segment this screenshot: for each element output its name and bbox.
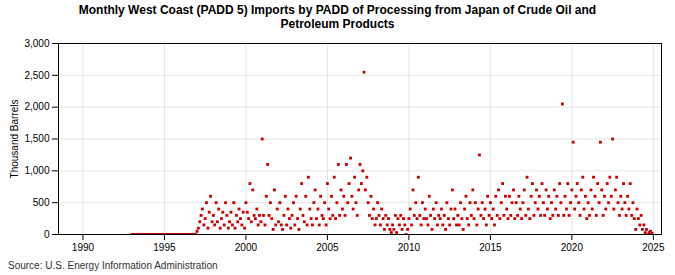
svg-text:2025: 2025 — [642, 242, 665, 253]
svg-text:2020: 2020 — [561, 242, 584, 253]
svg-text:2,500: 2,500 — [24, 70, 49, 81]
svg-text:2015: 2015 — [479, 242, 502, 253]
svg-text:1990: 1990 — [72, 242, 95, 253]
svg-text:3,000: 3,000 — [24, 38, 49, 49]
html-text:Source: U.S. Energy Informatio: Source: U.S. Energy Information Administ… — [8, 260, 218, 271]
svg-text:2000: 2000 — [235, 242, 258, 253]
svg-text:1,000: 1,000 — [24, 165, 49, 176]
html-text:Monthly West Coast (PADD 5) Im: Monthly West Coast (PADD 5) Imports by P… — [78, 3, 597, 31]
svg-text:1995: 1995 — [153, 242, 176, 253]
svg-text:Thousand Barrels: Thousand Barrels — [9, 100, 20, 179]
svg-text:2010: 2010 — [398, 242, 421, 253]
svg-text:2,000: 2,000 — [24, 101, 49, 112]
svg-text:500: 500 — [33, 197, 50, 208]
svg-text:2005: 2005 — [316, 242, 339, 253]
svg-text:1,500: 1,500 — [24, 133, 49, 144]
svg-text:0: 0 — [44, 229, 50, 240]
